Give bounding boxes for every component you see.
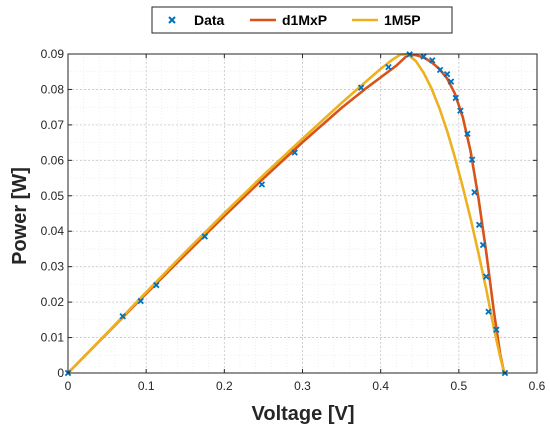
data-point-marker: [385, 63, 392, 71]
x-tick-label: 0.1: [138, 379, 155, 393]
legend-label: 1M5P: [384, 12, 421, 28]
x-tick-label: 0.5: [450, 379, 467, 393]
y-tick-label: 0.08: [41, 82, 65, 96]
data-point-marker: [479, 241, 487, 249]
tick-labels: 0 0.1 0.2 0.3 0.4 0.5 0.6 0 0.01 0.02 0.03 0.04 0.05…: [41, 47, 546, 393]
data-point-marker: [485, 308, 492, 315]
y-tick-label: 0.07: [41, 118, 65, 132]
y-tick-label: 0.09: [41, 47, 65, 61]
x-tick-label: 0.6: [529, 379, 546, 393]
data-point-marker: [443, 70, 451, 78]
y-tick-label: 0.04: [41, 224, 65, 238]
legend: Data d1MxP 1M5P: [151, 6, 453, 34]
y-tick-label: 0.01: [41, 331, 65, 345]
data-point-marker: [201, 233, 209, 240]
x-tick-label: 0.4: [372, 379, 389, 393]
x-axis-title: Voltage [V]: [252, 403, 355, 425]
data-point-marker: [291, 149, 298, 156]
y-tick-label: 0.02: [41, 295, 65, 309]
y-tick-label: 0.03: [41, 260, 65, 274]
data-point-marker: [475, 221, 483, 229]
data-point-marker: [258, 181, 266, 188]
series-line-d1MxP: [66, 53, 506, 375]
legend-box: [151, 6, 453, 34]
legend-item-1M5P: 1M5P: [352, 12, 421, 28]
data-point-marker: [436, 66, 444, 74]
data-point-marker: [457, 107, 464, 114]
data-point-marker: [447, 78, 455, 85]
grid: [67, 53, 538, 374]
data-point-marker: [464, 130, 471, 137]
legend-label: Data: [194, 12, 225, 28]
data-point-marker: [452, 94, 459, 102]
legend-marker: [168, 16, 176, 24]
data-point-marker: [119, 313, 126, 320]
x-tick-label: 0.2: [216, 379, 233, 393]
axes: [67, 53, 538, 374]
data-point-marker: [420, 53, 427, 60]
data-point-marker: [471, 188, 478, 196]
data-point-marker: [357, 84, 365, 91]
series-layer: [64, 51, 509, 377]
data-point-marker: [493, 326, 500, 333]
x-tick-label: 0.3: [294, 379, 311, 393]
data-point-marker: [468, 156, 476, 163]
legend-item-d1MxP: d1MxP: [250, 12, 327, 28]
x-tick-label: 0: [65, 379, 72, 393]
data-point-marker: [153, 281, 160, 289]
series-line-1M5P: [66, 53, 506, 375]
data-point-marker: [137, 297, 144, 305]
legend-label: d1MxP: [282, 12, 327, 28]
y-axis-title: Power [W]: [9, 167, 31, 265]
legend-item-Data: Data: [168, 12, 225, 28]
y-tick-label: 0: [57, 366, 64, 380]
y-tick-label: 0.06: [41, 153, 65, 167]
data-point-marker: [429, 57, 436, 64]
data-point-marker: [482, 273, 490, 280]
y-tick-label: 0.05: [41, 189, 65, 203]
